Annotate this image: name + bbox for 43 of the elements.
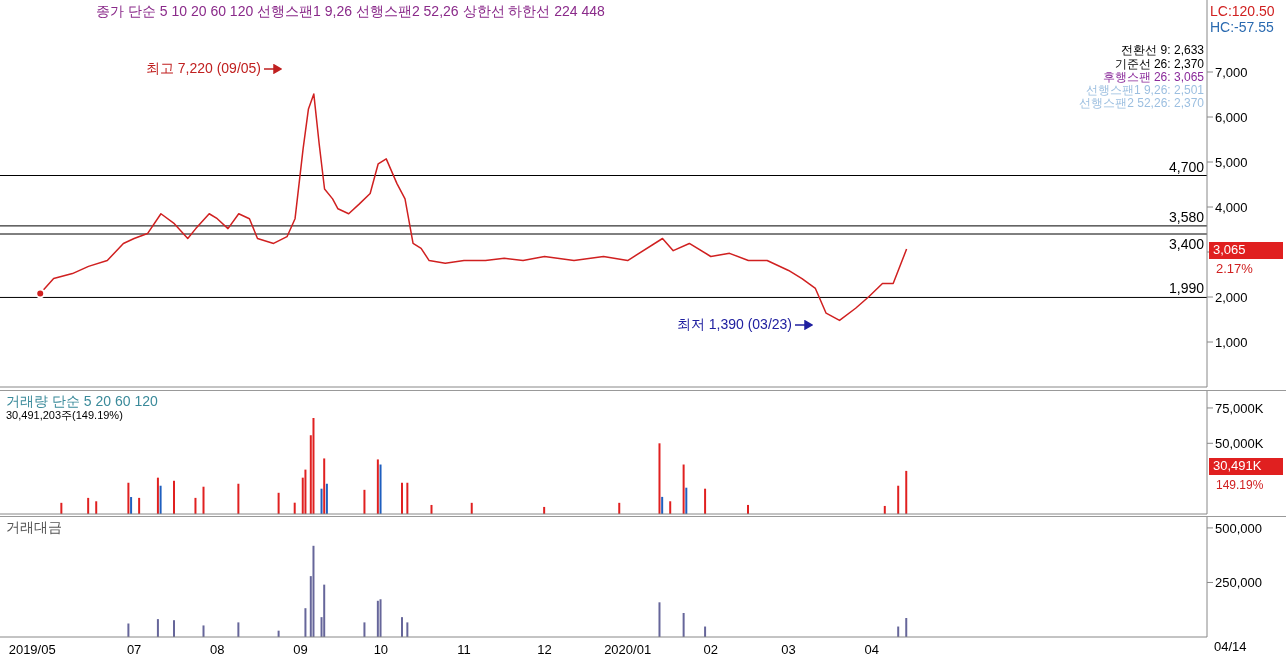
y-tick-label: 6,000 bbox=[1215, 109, 1248, 125]
annotation: 30,491,203주(149.19%) bbox=[6, 408, 123, 423]
ref-line-label: 1,990 bbox=[1168, 280, 1205, 297]
annotation: 종가 단순 5 10 20 60 120 선행스팬1 9,26 선행스팬2 52,26 상한선 하한선 224 448 bbox=[96, 3, 605, 21]
y-tick-label: 7,000 bbox=[1215, 64, 1248, 80]
ref-line-label: 4,700 bbox=[1168, 158, 1205, 175]
text: 3,065 bbox=[1209, 242, 1283, 259]
y-tick-label: 50,000K bbox=[1215, 435, 1264, 451]
annotation: 후행스팬 26: 3,065 bbox=[1102, 70, 1204, 85]
y-tick-label: 1,000 bbox=[1215, 334, 1248, 350]
text: 149.19% bbox=[1216, 478, 1264, 492]
x-tick-label: 07 bbox=[126, 642, 142, 656]
y-tick-label: 500,000 bbox=[1215, 520, 1262, 536]
x-tick-label: 09 bbox=[293, 642, 308, 656]
x-tick-label: 08 bbox=[210, 642, 225, 656]
annotation: 최저 1,390 (03/23) bbox=[676, 316, 792, 334]
x-tick-label: 2020/01 bbox=[604, 642, 652, 656]
annotation: 선행스팬2 52,26: 2,370 bbox=[1079, 96, 1204, 112]
annotation: 최고 7,220 (09/05) bbox=[145, 60, 261, 78]
y-tick-label: 75,000K bbox=[1215, 400, 1264, 416]
y-tick-label: 250,000 bbox=[1215, 575, 1262, 591]
x-tick-label: 2019/05 bbox=[8, 642, 56, 656]
x-tick-label: 03 bbox=[781, 642, 796, 656]
annotation: 기준선 26: 2,370 bbox=[1114, 56, 1204, 72]
annotation: 거래량 단순 5 20 60 120 bbox=[6, 393, 158, 411]
annotation: 거래대금 bbox=[6, 519, 62, 537]
y-tick-label: 5,000 bbox=[1215, 154, 1248, 170]
y-tick-label: 4,000 bbox=[1215, 199, 1248, 215]
x-tick-label: 04 bbox=[864, 642, 879, 656]
annotation: 전환선 9: 2,633 bbox=[1121, 42, 1204, 59]
text: LC:120.50 bbox=[1210, 3, 1275, 19]
text: 04/14 bbox=[1214, 639, 1247, 654]
ref-line-label: 3,400 bbox=[1168, 236, 1205, 252]
x-tick-label: 12 bbox=[537, 642, 552, 656]
x-tick-label: 10 bbox=[373, 642, 389, 656]
text: 2.17% bbox=[1216, 261, 1253, 276]
text: 30,491K bbox=[1209, 458, 1283, 475]
y-tick-label: 2,000 bbox=[1215, 289, 1248, 305]
annotation: 선행스팬1 9,26: 2,501 bbox=[1085, 83, 1204, 98]
x-tick-label: 02 bbox=[703, 642, 719, 656]
x-tick-label: 11 bbox=[457, 642, 471, 656]
text: HC:-57.55 bbox=[1210, 19, 1274, 35]
ref-line-label: 3,580 bbox=[1168, 208, 1205, 225]
